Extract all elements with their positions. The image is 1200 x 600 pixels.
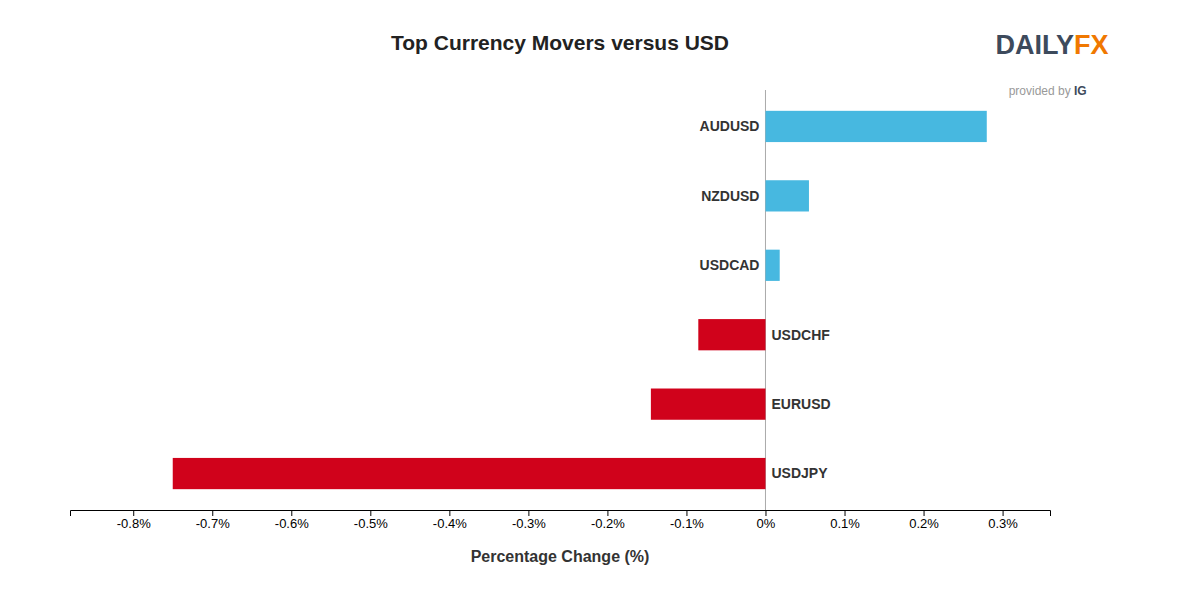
x-tick-label: -0.1% bbox=[670, 516, 704, 531]
x-tick-mark bbox=[370, 510, 371, 516]
category-label: USDCAD bbox=[700, 257, 760, 273]
category-label: USDCHF bbox=[771, 327, 830, 343]
annotation: provided by bbox=[1009, 84, 1074, 98]
bar bbox=[765, 180, 808, 211]
x-tick-label: 0.1% bbox=[830, 516, 860, 531]
category-label: AUDUSD bbox=[700, 118, 760, 134]
x-axis: -0.8% -0.7% -0.6% -0.5% -0.4% -0.3% -0.2% -0.1%… bbox=[71, 510, 1051, 531]
category-label: NZDUSD bbox=[701, 188, 759, 204]
x-tick-mark bbox=[607, 510, 608, 516]
x-tick: -0.3% bbox=[512, 510, 546, 531]
x-tick-mark bbox=[1003, 510, 1004, 516]
bar bbox=[765, 250, 779, 281]
x-tick-label: -0.8% bbox=[117, 516, 151, 531]
x-tick-label: 0.2% bbox=[909, 516, 939, 531]
title: Top Currency Movers versus USD bbox=[391, 31, 729, 54]
logo: DAILYFX provided by IG bbox=[995, 30, 1108, 98]
bar bbox=[698, 319, 765, 350]
x-tick-mark bbox=[528, 510, 529, 516]
annotation: IG bbox=[1074, 84, 1087, 98]
plot-area: -0.8% -0.7% -0.6% -0.5% -0.4% -0.3% -0.2% -0.1%… bbox=[71, 90, 1051, 531]
x-tick: -0.1% bbox=[670, 510, 704, 531]
chart: -0.8% -0.7% -0.6% -0.5% -0.4% -0.3% -0.2% -0.1%… bbox=[0, 0, 1200, 600]
x-tick: -0.6% bbox=[275, 510, 309, 531]
category-labels: AUDUSD NZDUSD USDCAD USDCHF EURUSD USDJPY bbox=[700, 118, 831, 481]
x-tick: 0.3% bbox=[988, 510, 1018, 531]
x-tick-mark bbox=[765, 510, 766, 516]
x-tick-label: 0.3% bbox=[988, 516, 1018, 531]
x-tick-label: -0.6% bbox=[275, 516, 309, 531]
x-tick-mark bbox=[212, 510, 213, 516]
x-tick-mark bbox=[449, 510, 450, 516]
x-tick: 0% bbox=[757, 510, 776, 531]
category-label: EURUSD bbox=[771, 396, 830, 412]
x-axis-title: Percentage Change (%) bbox=[471, 548, 650, 565]
zero-line bbox=[765, 90, 766, 510]
x-tick-label: 0% bbox=[757, 516, 776, 531]
x-tick: -0.8% bbox=[117, 510, 151, 531]
x-tick: -0.2% bbox=[591, 510, 625, 531]
x-tick-mark bbox=[291, 510, 292, 516]
x-tick-mark bbox=[924, 510, 925, 516]
x-tick: 0.2% bbox=[909, 510, 939, 531]
x-tick: -0.5% bbox=[354, 510, 388, 531]
category-label: USDJPY bbox=[771, 465, 828, 481]
x-tick-mark bbox=[845, 510, 846, 516]
x-axis-line bbox=[71, 511, 1051, 517]
x-tick-label: -0.7% bbox=[196, 516, 230, 531]
bar bbox=[765, 111, 986, 142]
x-tick-label: -0.2% bbox=[591, 516, 625, 531]
bars bbox=[173, 111, 987, 489]
x-tick-label: -0.4% bbox=[433, 516, 467, 531]
x-tick-mark bbox=[686, 510, 687, 516]
annotation: DAILY bbox=[995, 30, 1074, 60]
x-tick-label: -0.5% bbox=[354, 516, 388, 531]
bar bbox=[651, 389, 766, 420]
bar bbox=[173, 458, 766, 489]
annotation: FX bbox=[1074, 30, 1109, 60]
x-tick: 0.1% bbox=[830, 510, 860, 531]
x-tick: -0.7% bbox=[196, 510, 230, 531]
x-tick-label: -0.3% bbox=[512, 516, 546, 531]
x-tick: -0.4% bbox=[433, 510, 467, 531]
x-tick-mark bbox=[133, 510, 134, 516]
